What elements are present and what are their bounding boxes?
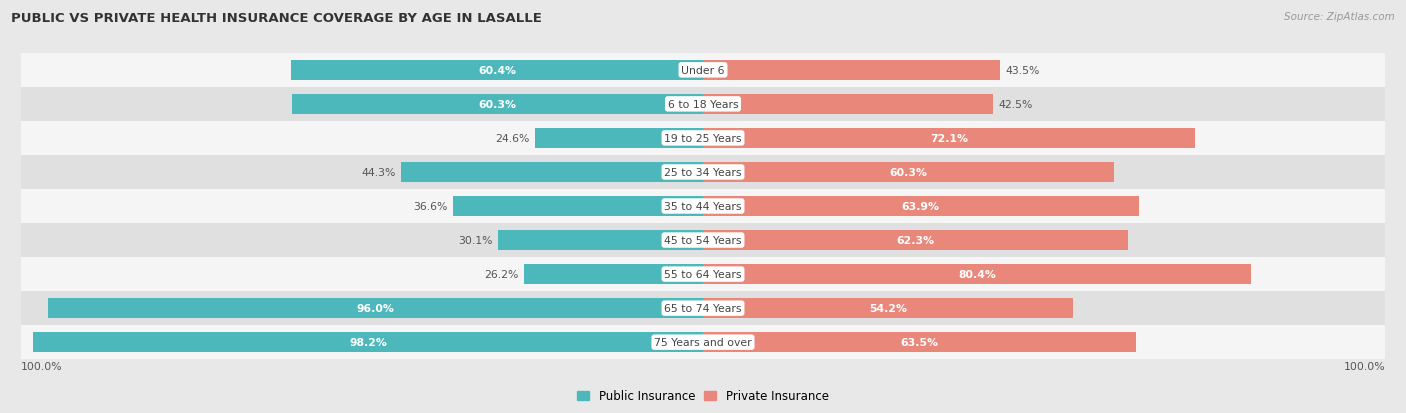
Text: 72.1%: 72.1% <box>929 133 967 144</box>
Bar <box>292 95 703 114</box>
Text: 30.1%: 30.1% <box>458 235 492 245</box>
Bar <box>48 299 703 318</box>
Text: 35 to 44 Years: 35 to 44 Years <box>664 202 742 211</box>
Bar <box>524 265 703 284</box>
Text: 96.0%: 96.0% <box>357 304 395 313</box>
Bar <box>703 163 1114 183</box>
Bar <box>703 230 1128 250</box>
FancyBboxPatch shape <box>21 325 1385 359</box>
Text: 75 Years and over: 75 Years and over <box>654 337 752 347</box>
Text: PUBLIC VS PRIVATE HEALTH INSURANCE COVERAGE BY AGE IN LASALLE: PUBLIC VS PRIVATE HEALTH INSURANCE COVER… <box>11 12 543 25</box>
Text: 63.9%: 63.9% <box>901 202 939 211</box>
Text: Under 6: Under 6 <box>682 66 724 76</box>
Bar <box>34 332 703 352</box>
Bar <box>453 197 703 216</box>
FancyBboxPatch shape <box>21 156 1385 190</box>
Text: 6 to 18 Years: 6 to 18 Years <box>668 100 738 109</box>
Text: 54.2%: 54.2% <box>869 304 907 313</box>
FancyBboxPatch shape <box>21 54 1385 88</box>
Text: 60.3%: 60.3% <box>478 100 516 109</box>
Legend: Public Insurance, Private Insurance: Public Insurance, Private Insurance <box>578 389 828 402</box>
FancyBboxPatch shape <box>21 223 1385 257</box>
Bar <box>703 61 1000 81</box>
Bar <box>291 61 703 81</box>
FancyBboxPatch shape <box>21 121 1385 156</box>
Bar <box>401 163 703 183</box>
Text: 25 to 34 Years: 25 to 34 Years <box>664 168 742 178</box>
Text: 80.4%: 80.4% <box>959 269 995 280</box>
Text: 100.0%: 100.0% <box>21 361 63 371</box>
Text: 60.3%: 60.3% <box>890 168 928 178</box>
FancyBboxPatch shape <box>21 257 1385 292</box>
Text: 62.3%: 62.3% <box>897 235 935 245</box>
Text: 100.0%: 100.0% <box>1343 361 1385 371</box>
Text: 43.5%: 43.5% <box>1005 66 1039 76</box>
Text: 26.2%: 26.2% <box>485 269 519 280</box>
Bar <box>703 332 1136 352</box>
FancyBboxPatch shape <box>21 292 1385 325</box>
Bar <box>703 265 1251 284</box>
Bar <box>703 95 993 114</box>
Text: 55 to 64 Years: 55 to 64 Years <box>664 269 742 280</box>
Text: 65 to 74 Years: 65 to 74 Years <box>664 304 742 313</box>
Text: 44.3%: 44.3% <box>361 168 395 178</box>
Text: 36.6%: 36.6% <box>413 202 449 211</box>
Bar <box>498 230 703 250</box>
Bar <box>703 299 1073 318</box>
Text: Source: ZipAtlas.com: Source: ZipAtlas.com <box>1284 12 1395 22</box>
Bar <box>703 197 1139 216</box>
Text: 45 to 54 Years: 45 to 54 Years <box>664 235 742 245</box>
FancyBboxPatch shape <box>21 190 1385 223</box>
Text: 98.2%: 98.2% <box>349 337 387 347</box>
Bar <box>703 129 1195 148</box>
Text: 42.5%: 42.5% <box>998 100 1032 109</box>
Bar <box>536 129 703 148</box>
Text: 63.5%: 63.5% <box>900 337 939 347</box>
Text: 60.4%: 60.4% <box>478 66 516 76</box>
Text: 24.6%: 24.6% <box>495 133 530 144</box>
Text: 19 to 25 Years: 19 to 25 Years <box>664 133 742 144</box>
FancyBboxPatch shape <box>21 88 1385 121</box>
